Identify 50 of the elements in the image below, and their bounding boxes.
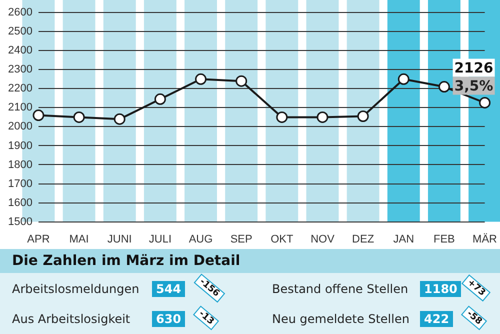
point	[357, 110, 369, 122]
y-tick-label: 2100	[8, 102, 32, 114]
y-tick-label: 1500	[8, 216, 32, 228]
y-tick-label: 2000	[8, 120, 32, 133]
y-tick-label: 2500	[8, 26, 32, 38]
text: Aus Arbeitslosigkeit	[12, 312, 130, 326]
text: 422	[420, 311, 454, 327]
point	[195, 73, 207, 85]
point	[316, 111, 328, 123]
point	[236, 75, 248, 87]
text: 630	[152, 311, 186, 327]
data-label: 2126	[454, 60, 494, 76]
y-tick-label: 1700	[8, 178, 32, 190]
point	[154, 93, 166, 105]
y-tick-label: 2600	[8, 6, 32, 19]
x-tick-label: JAN	[393, 233, 414, 246]
text: -13	[192, 306, 220, 330]
y-tick-label: 2200	[8, 82, 32, 95]
y-tick-label: 1800	[8, 158, 32, 171]
x-tick-label: FEB	[434, 233, 455, 246]
point	[276, 111, 288, 123]
y-tick-label: 2400	[8, 44, 32, 57]
annotation: 3,5%	[454, 78, 494, 94]
text: 544	[152, 281, 186, 297]
x-tick-label: NOV	[310, 233, 336, 246]
y-tick-label: 2300	[8, 64, 32, 76]
x-tick-label: MAI	[69, 233, 89, 246]
text: Neu gemeldete Stellen	[272, 312, 410, 326]
x-tick-label: SEP	[230, 233, 252, 246]
text: +73	[461, 274, 491, 302]
point	[479, 96, 491, 108]
x-tick-label: DEZ	[352, 233, 374, 246]
point	[398, 73, 410, 85]
text: Arbeitslosmeldungen	[12, 282, 140, 296]
y-tick-label: 1900	[8, 140, 32, 152]
point	[73, 111, 85, 123]
x-tick-label: OKT	[270, 233, 294, 246]
x-tick-label: APR	[27, 233, 50, 246]
text: -58	[460, 306, 488, 330]
x-tick-label: JUNI	[107, 233, 132, 246]
text: Bestand offene Stellen	[272, 282, 408, 296]
point	[438, 81, 450, 93]
y-tick-label: 1600	[8, 196, 32, 209]
text: 1180	[420, 281, 462, 297]
x-tick-label: AUG	[188, 233, 213, 246]
text: Die Zahlen im März im Detail	[0, 249, 500, 273]
x-tick-label: MÄR	[472, 232, 498, 246]
x-tick-label: JULI	[148, 233, 172, 246]
point	[114, 113, 126, 125]
point	[32, 110, 44, 122]
